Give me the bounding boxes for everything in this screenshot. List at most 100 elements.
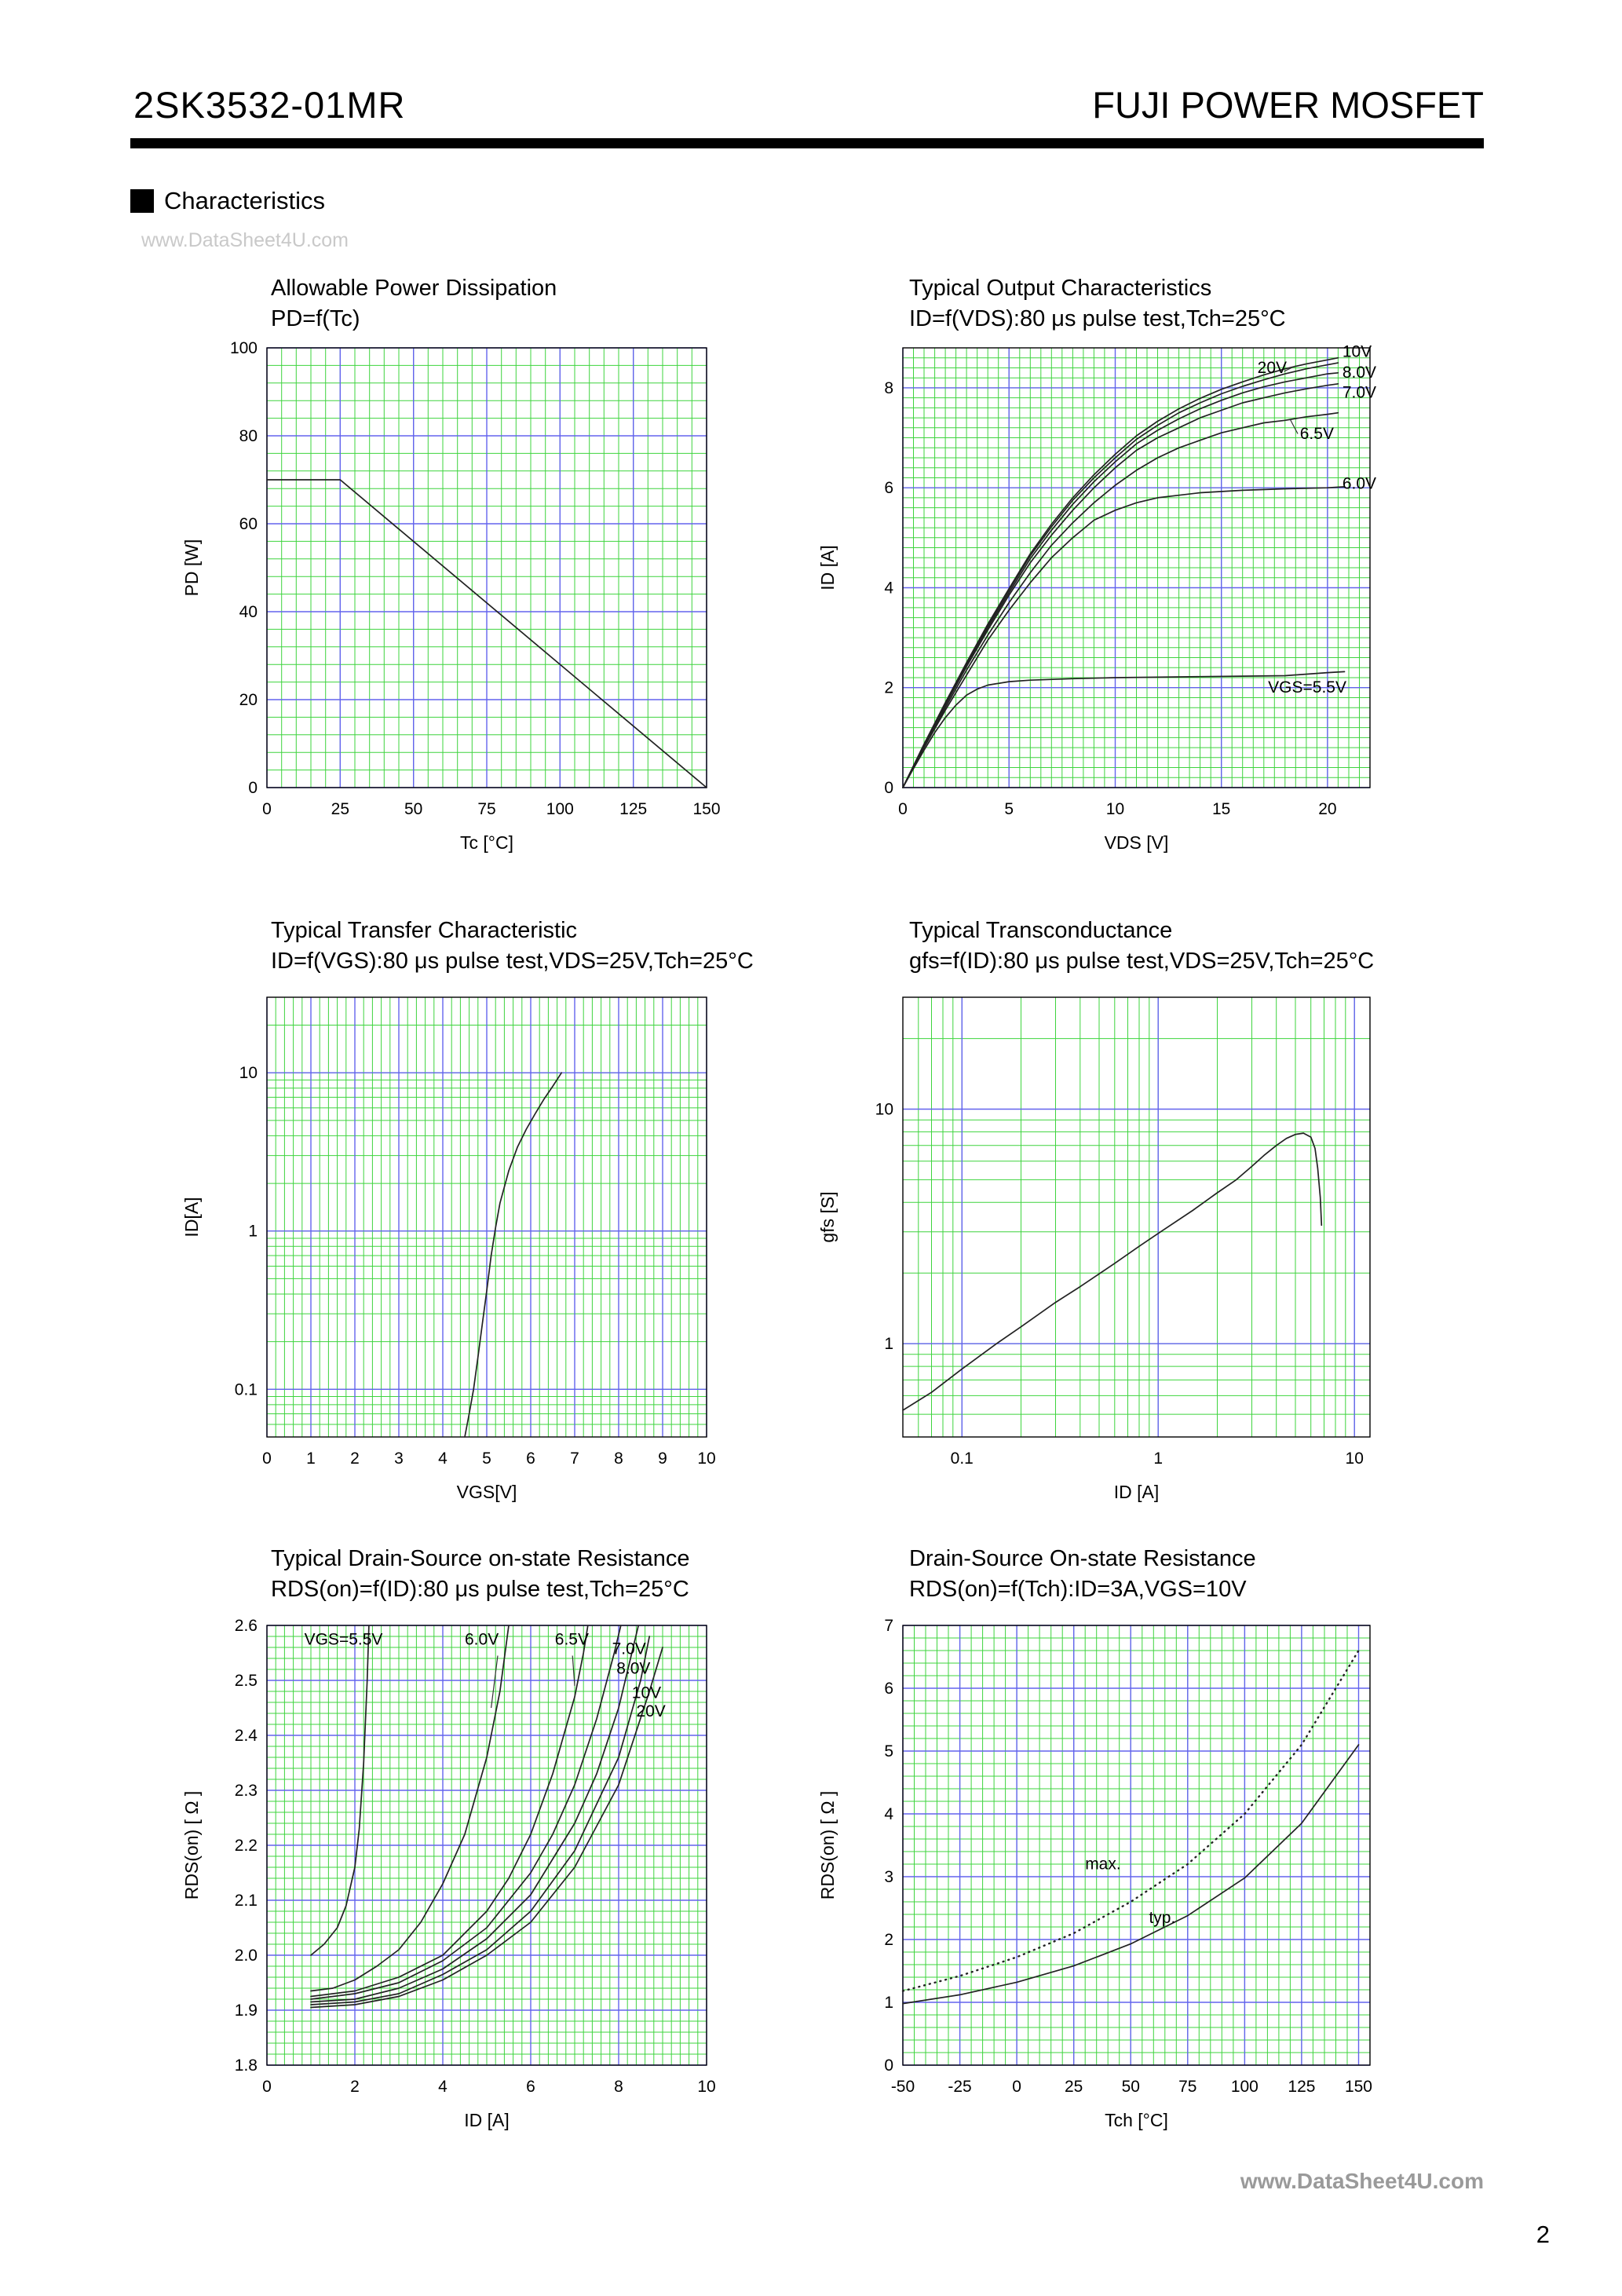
svg-text:2.6: 2.6	[235, 1617, 258, 1635]
svg-text:0.1: 0.1	[951, 1450, 974, 1468]
svg-text:100: 100	[230, 339, 258, 357]
chart-title: Typical Transconductance gfs=f(ID):80 μs…	[909, 916, 1374, 977]
svg-text:10: 10	[1106, 800, 1124, 818]
svg-text:0: 0	[1012, 2078, 1021, 2096]
chart-title-line1: Typical Transconductance	[909, 918, 1173, 943]
svg-text:2.0: 2.0	[235, 1947, 258, 1965]
svg-text:Tch [°C]: Tch [°C]	[1105, 2110, 1168, 2130]
section-bullet-icon	[130, 189, 154, 213]
svg-text:5: 5	[482, 1450, 491, 1468]
plot-typical-transconductance: 0.1 1 10 1 10 ID [A] gfs [S]	[785, 974, 1503, 1512]
svg-text:5: 5	[1004, 800, 1014, 818]
chart-svg-typical-transfer-characteristic: 0 1 2 3 4 5 6 7 8 9 10 0.1 1 10 VGS[V] ID[A]	[181, 996, 716, 1502]
svg-text:5: 5	[884, 1742, 893, 1760]
svg-text:60: 60	[239, 515, 258, 533]
chart-title-line1: Drain-Source On-state Resistance	[909, 1546, 1256, 1571]
section-title: Characteristics	[164, 187, 325, 214]
svg-text:150: 150	[1345, 2078, 1372, 2096]
svg-text:75: 75	[1178, 2078, 1196, 2096]
svg-text:50: 50	[1122, 2078, 1140, 2096]
svg-text:25: 25	[1065, 2078, 1083, 2096]
svg-text:10: 10	[239, 1064, 258, 1082]
svg-text:7: 7	[884, 1617, 893, 1635]
chart-title-line1: Allowable Power Dissipation	[271, 276, 557, 301]
svg-text:0: 0	[898, 800, 908, 818]
svg-text:100: 100	[546, 800, 574, 818]
svg-text:1: 1	[884, 1335, 893, 1353]
svg-text:VGS=5.5V: VGS=5.5V	[305, 1631, 383, 1649]
svg-text:RDS(on) [ Ω ]: RDS(on) [ Ω ]	[181, 1791, 202, 1900]
plot-typical-transfer-characteristic: 0 1 2 3 4 5 6 7 8 9 10 0.1 1 10 VGS[V] ID[A]	[149, 974, 840, 1512]
svg-text:2.3: 2.3	[235, 1782, 258, 1800]
svg-text:4: 4	[884, 1805, 893, 1823]
svg-text:20: 20	[1318, 800, 1336, 818]
part-number: 2SK3532-01MR	[133, 84, 406, 126]
chart-svg-typical-transconductance: 0.1 1 10 1 10 ID [A] gfs [S]	[817, 996, 1371, 1502]
svg-text:6: 6	[884, 1680, 893, 1698]
svg-text:150: 150	[692, 800, 720, 818]
svg-text:ID [A]: ID [A]	[1114, 1482, 1160, 1502]
svg-text:2.2: 2.2	[235, 1837, 258, 1855]
svg-text:1.9: 1.9	[235, 2002, 258, 2020]
section-header: Characteristics	[130, 187, 325, 215]
svg-text:1: 1	[884, 1994, 893, 2012]
svg-text:ID [A]: ID [A]	[464, 2110, 510, 2130]
svg-text:6.0V: 6.0V	[465, 1631, 499, 1649]
svg-text:15: 15	[1212, 800, 1230, 818]
svg-text:20V: 20V	[636, 1702, 665, 1720]
chart-svg-allowable-power-dissipation: 0 25 50 75 100 125 150 0 20 40 60 80 100 Tc [°C] PD [W…	[181, 339, 721, 853]
svg-text:-50: -50	[891, 2078, 915, 2096]
svg-text:8: 8	[614, 1450, 623, 1468]
svg-text:Tc [°C]: Tc [°C]	[460, 832, 513, 853]
svg-text:125: 125	[1288, 2078, 1315, 2096]
svg-text:VGS[V]: VGS[V]	[457, 1482, 517, 1502]
svg-text:ID [A]: ID [A]	[817, 545, 838, 590]
svg-text:8.0V: 8.0V	[616, 1660, 650, 1678]
chart-title-line2: PD=f(Tc)	[271, 306, 360, 331]
chart-title-line1: Typical Output Characteristics	[909, 276, 1212, 301]
svg-text:3: 3	[884, 1868, 893, 1886]
svg-text:1: 1	[1153, 1450, 1163, 1468]
svg-text:8.0V: 8.0V	[1343, 364, 1376, 382]
svg-text:10: 10	[697, 1450, 715, 1468]
chart-title-line1: Typical Transfer Characteristic	[271, 918, 578, 943]
chart-svg-rdson-vs-id: 0 2 4 6 8 10 1.8 1.9 2.0 2.1 2.2 2.3 2.4 2.5 2.6 ID [A]…	[181, 1617, 716, 2130]
svg-text:VDS [V]: VDS [V]	[1105, 832, 1169, 853]
svg-text:0: 0	[884, 2057, 893, 2075]
svg-text:6: 6	[884, 479, 893, 497]
svg-text:2: 2	[884, 1931, 893, 1949]
svg-text:125: 125	[619, 800, 647, 818]
svg-text:80: 80	[239, 427, 258, 445]
svg-text:100: 100	[1231, 2078, 1259, 2096]
plot-rdson-vs-tch: -50 -25 0 25 50 75 100 125 150 0 1 2 3 4 5 6 7 Tch [°C] RD…	[785, 1602, 1503, 2140]
svg-text:7.0V: 7.0V	[1343, 384, 1376, 402]
svg-text:2: 2	[884, 679, 893, 697]
watermark-top: www.DataSheet4U.com	[141, 229, 349, 251]
svg-text:3: 3	[394, 1450, 404, 1468]
svg-text:6: 6	[526, 2078, 535, 2096]
svg-text:2.5: 2.5	[235, 1672, 258, 1690]
svg-text:4: 4	[438, 1450, 448, 1468]
chart-title-line2: RDS(on)=f(ID):80 μs pulse test,Tch=25°C	[271, 1577, 689, 1602]
brand-title: FUJI POWER MOSFET	[1092, 84, 1484, 126]
svg-text:20V: 20V	[1258, 359, 1287, 377]
svg-text:2: 2	[350, 1450, 360, 1468]
plot-rdson-vs-id: 0 2 4 6 8 10 1.8 1.9 2.0 2.1 2.2 2.3 2.4 2.5 2.6 ID [A]…	[149, 1602, 840, 2140]
svg-text:40: 40	[239, 603, 258, 621]
svg-text:VGS=5.5V: VGS=5.5V	[1268, 678, 1346, 696]
svg-text:6: 6	[526, 1450, 535, 1468]
svg-text:0: 0	[262, 800, 272, 818]
svg-text:2.4: 2.4	[235, 1727, 258, 1745]
svg-text:4: 4	[438, 2078, 448, 2096]
svg-text:10: 10	[697, 2078, 715, 2096]
svg-text:gfs [S]: gfs [S]	[817, 1191, 838, 1242]
svg-text:10V: 10V	[632, 1684, 661, 1702]
svg-text:7.0V: 7.0V	[612, 1640, 646, 1658]
chart-title: Allowable Power Dissipation PD=f(Tc)	[271, 273, 557, 335]
svg-text:max.: max.	[1085, 1855, 1121, 1873]
svg-text:0: 0	[884, 779, 893, 797]
chart-title: Typical Output Characteristics ID=f(VDS)…	[909, 273, 1286, 335]
svg-text:10: 10	[1346, 1450, 1364, 1468]
svg-text:0: 0	[262, 2078, 272, 2096]
